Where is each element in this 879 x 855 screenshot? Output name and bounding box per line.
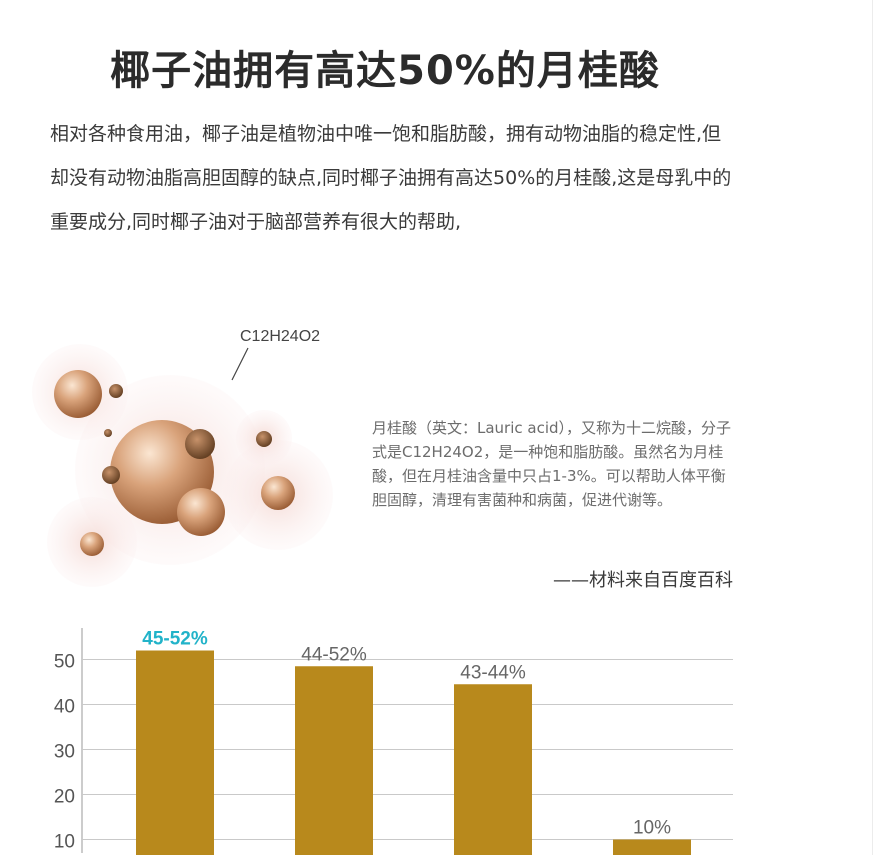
y-tick-label-40: 40 bbox=[54, 697, 75, 718]
bar-4 bbox=[613, 839, 691, 855]
formula-pointer-line bbox=[231, 347, 249, 381]
atom-dark-3 bbox=[102, 466, 120, 484]
atom-dark-2 bbox=[109, 384, 123, 398]
atom-topleft bbox=[54, 370, 102, 418]
atom-dark-5 bbox=[104, 429, 112, 437]
page-title: 椰子油拥有高达50%的月桂酸 bbox=[110, 48, 660, 94]
bar-label-4: 10% bbox=[633, 818, 671, 839]
lauric-acid-bar-chart: 10 20 30 40 50 45-52% 44-52% 43-44% 10% bbox=[54, 628, 733, 855]
atom-dark-4 bbox=[256, 431, 272, 447]
atom-bottomleft bbox=[80, 532, 104, 556]
molecule-illustration bbox=[32, 344, 333, 587]
atom-lower bbox=[177, 488, 225, 536]
lauric-acid-description: 月桂酸（英文：Lauric acid），又称为十二烷酸，分子式是C12H24O2… bbox=[372, 419, 732, 509]
formula-label: C12H24O2 bbox=[240, 328, 321, 345]
bar-2 bbox=[295, 666, 373, 855]
y-tick-label-20: 20 bbox=[54, 787, 75, 808]
source-note: ——材料来自百度百科 bbox=[553, 570, 733, 591]
bar-label-3: 43-44% bbox=[460, 662, 526, 683]
y-tick-label-30: 30 bbox=[54, 742, 75, 763]
bar-3 bbox=[454, 684, 532, 855]
right-border bbox=[872, 0, 873, 855]
y-tick-label-10: 10 bbox=[54, 832, 75, 853]
bar-label-2: 44-52% bbox=[301, 644, 367, 665]
intro-paragraph: 相对各种食用油，椰子油是植物油中唯一饱和脂肪酸，拥有动物油脂的稳定性,但却没有动… bbox=[50, 123, 732, 233]
atom-dark-1 bbox=[185, 429, 215, 459]
atom-right bbox=[261, 476, 295, 510]
y-tick-label-50: 50 bbox=[54, 652, 75, 673]
bar-label-1: 45-52% bbox=[142, 629, 208, 650]
bar-1 bbox=[136, 650, 214, 855]
